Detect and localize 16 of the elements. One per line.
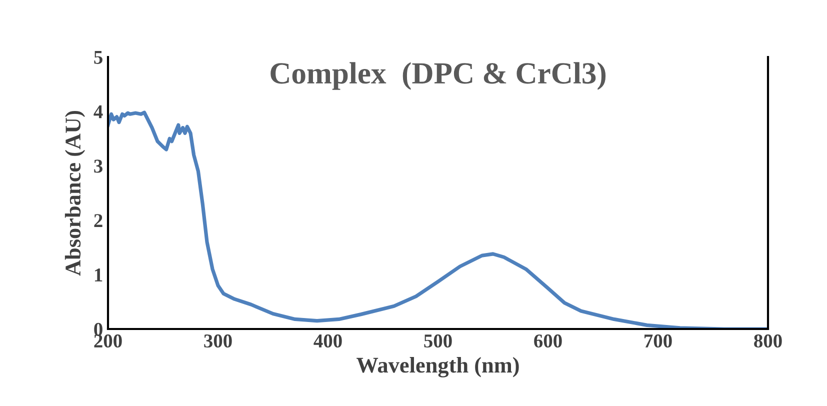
y-tick-label: 1	[94, 268, 102, 282]
x-axis-title: Wavelength (nm)	[356, 357, 519, 378]
y-tick-label: 0	[94, 322, 102, 336]
y-tick-label: 2	[94, 214, 102, 227]
x-tick-label: 600	[534, 334, 562, 348]
y-tick-label: 3	[94, 160, 102, 173]
x-tick-label: 400	[314, 334, 342, 348]
x-tick-label: 500	[424, 334, 452, 348]
y-tick-label: 4	[94, 105, 103, 118]
x-tick-label: 800	[754, 334, 782, 348]
chart-title: Complex (DPC & CrCl3)	[270, 62, 606, 90]
x-tick-label: 300	[204, 334, 232, 348]
y-axis-title: Absorbance (AU)	[64, 110, 86, 276]
y-tick-label: 5	[94, 51, 102, 64]
x-tick-label: 200	[94, 334, 122, 348]
x-tick-label: 700	[644, 334, 672, 348]
